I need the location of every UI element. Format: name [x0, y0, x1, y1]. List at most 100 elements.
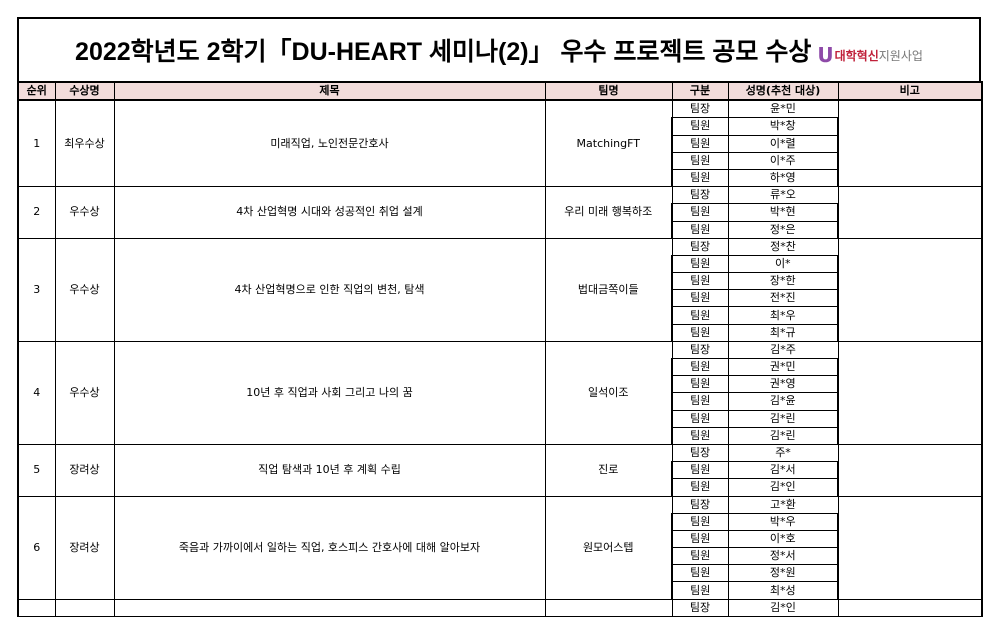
role-cell[interactable]: 팀원 [671, 134, 729, 153]
role-cell[interactable]: 팀원 [671, 203, 729, 222]
member-name-cell[interactable]: 김*인 [727, 478, 839, 497]
role-cell[interactable]: 팀원 [671, 512, 729, 531]
table-row: 팀원 최*성 [18, 581, 982, 600]
role-cell[interactable]: 팀원 [671, 426, 729, 445]
member-name-cell[interactable]: 고*환 [727, 495, 839, 514]
award-cell[interactable]: 우수상 [54, 340, 115, 445]
role-cell[interactable]: 팀원 [671, 581, 729, 600]
member-name-cell[interactable]: 이* [727, 254, 839, 274]
role-cell[interactable]: 팀원 [671, 529, 729, 549]
team-name-cell[interactable]: 법대금쪽이들 [544, 237, 673, 342]
project-title-cell[interactable]: 미래직업, 노인전문간호사 [113, 99, 546, 188]
role-cell[interactable]: 팀원 [671, 323, 729, 342]
rank-cell[interactable]: 5 [17, 443, 56, 497]
award-cell[interactable]: 우수상 [54, 237, 115, 342]
member-name-cell[interactable]: 박*현 [727, 203, 839, 222]
role-cell[interactable]: 팀원 [671, 547, 729, 566]
team-name-cell[interactable]: MatchingFT [544, 99, 673, 188]
project-title-cell[interactable] [113, 598, 546, 617]
member-name-cell[interactable]: 이*호 [727, 529, 839, 549]
member-name-cell[interactable]: 정*은 [727, 220, 839, 239]
note-cell[interactable] [837, 99, 983, 188]
table-row: 2 우수상 4차 산업혁명 시대와 성공적인 취업 설계 우리 미래 행복하조 팀장 류*… [17, 186, 983, 239]
table-row: 팀원 전*진 [18, 289, 982, 308]
member-name-cell[interactable]: 김*인 [727, 598, 839, 617]
award-cell[interactable] [54, 598, 115, 617]
member-name-cell[interactable]: 김*주 [727, 340, 839, 360]
role-cell[interactable]: 팀원 [671, 357, 729, 377]
award-cell[interactable]: 우수상 [54, 186, 115, 239]
rank-cell[interactable]: 6 [17, 495, 56, 600]
member-name-cell[interactable]: 정*찬 [727, 237, 839, 256]
project-title-cell[interactable]: 죽음과 가까이에서 일하는 직업, 호스피스 간호사에 대해 알아보자 [113, 495, 546, 600]
role-cell[interactable]: 팀원 [671, 478, 729, 497]
role-cell[interactable]: 팀장 [671, 598, 729, 617]
role-cell[interactable]: 팀원 [671, 409, 729, 428]
rank-cell[interactable]: 2 [17, 186, 56, 239]
note-cell[interactable] [837, 237, 983, 342]
note-cell[interactable] [837, 186, 983, 239]
project-title-cell[interactable]: 10년 후 직업과 사회 그리고 나의 꿈 [113, 340, 546, 445]
role-cell[interactable]: 팀장 [671, 186, 729, 205]
member-name-cell[interactable]: 김*윤 [727, 392, 839, 411]
member-name-cell[interactable]: 하*영 [727, 168, 839, 188]
member-name-cell[interactable]: 최*우 [727, 306, 839, 325]
member-name-cell[interactable]: 정*서 [727, 547, 839, 566]
team-name-cell[interactable] [544, 598, 673, 617]
award-cell[interactable]: 최우수상 [54, 99, 115, 188]
member-name-cell[interactable]: 박*우 [727, 512, 839, 531]
member-name-cell[interactable]: 김*서 [727, 461, 839, 480]
role-cell[interactable]: 팀원 [671, 168, 729, 188]
team-name-cell[interactable]: 일석이조 [544, 340, 673, 445]
rank-cell[interactable] [17, 598, 56, 617]
role-cell[interactable]: 팀원 [671, 254, 729, 274]
member-name-cell[interactable]: 박*창 [727, 117, 839, 136]
note-cell[interactable] [837, 495, 983, 600]
team-name-cell[interactable]: 우리 미래 행복하조 [544, 186, 673, 239]
role-cell[interactable]: 팀원 [671, 392, 729, 411]
award-table: 순위 수상명 제목 팀명 구분 성명(추천 대상) 비고 1 최우수상 미래직업, 노인전문간호… [17, 80, 983, 617]
project-title-cell[interactable]: 직업 탐색과 10년 후 계획 수립 [113, 443, 546, 497]
project-title-cell[interactable]: 4차 산업혁명 시대와 성공적인 취업 설계 [113, 186, 546, 239]
role-cell[interactable]: 팀장 [671, 340, 729, 360]
role-cell[interactable]: 팀원 [671, 272, 729, 291]
role-cell[interactable]: 팀원 [671, 375, 729, 394]
member-name-cell[interactable]: 장*한 [727, 272, 839, 291]
rank-cell[interactable]: 3 [17, 237, 56, 342]
role-cell[interactable]: 팀장 [671, 443, 729, 463]
role-cell[interactable]: 팀장 [671, 99, 729, 119]
member-name-cell[interactable]: 최*성 [727, 581, 839, 600]
role-cell[interactable]: 팀원 [671, 564, 729, 583]
note-cell[interactable] [837, 598, 983, 617]
award-cell[interactable]: 장려상 [54, 495, 115, 600]
member-name-cell[interactable]: 전*진 [727, 289, 839, 308]
member-name-cell[interactable]: 주* [727, 443, 839, 463]
team-name-cell[interactable]: 원모어스텝 [544, 495, 673, 600]
member-name-cell[interactable]: 이*렬 [727, 134, 839, 153]
note-cell[interactable] [837, 443, 983, 497]
role-cell[interactable]: 팀원 [671, 117, 729, 136]
member-name-cell[interactable]: 김*린 [727, 409, 839, 428]
member-name-cell[interactable]: 류*오 [727, 186, 839, 205]
rank-cell[interactable]: 1 [17, 99, 56, 188]
role-cell[interactable]: 팀장 [671, 495, 729, 514]
member-name-cell[interactable]: 권*민 [727, 357, 839, 377]
project-title-cell[interactable]: 4차 산업혁명으로 인한 직업의 변천, 탐색 [113, 237, 546, 342]
role-cell[interactable]: 팀원 [671, 306, 729, 325]
award-cell[interactable]: 장려상 [54, 443, 115, 497]
role-cell[interactable]: 팀장 [671, 237, 729, 256]
member-name-cell[interactable]: 이*주 [727, 151, 839, 170]
note-cell[interactable] [837, 340, 983, 445]
member-name-cell[interactable]: 권*영 [727, 375, 839, 394]
member-name-cell[interactable]: 정*원 [727, 564, 839, 583]
role-cell[interactable]: 팀원 [671, 220, 729, 239]
member-name-cell[interactable]: 윤*민 [727, 99, 839, 119]
role-cell[interactable]: 팀원 [671, 461, 729, 480]
role-cell[interactable]: 팀원 [671, 151, 729, 170]
member-name-cell[interactable]: 최*규 [727, 323, 839, 342]
member-name-cell[interactable]: 김*린 [727, 426, 839, 445]
team-name-cell[interactable]: 진로 [544, 443, 673, 497]
rank-cell[interactable]: 4 [17, 340, 56, 445]
role-cell[interactable]: 팀원 [671, 289, 729, 308]
table-row: 5 장려상 직업 탐색과 10년 후 계획 수립 진로 팀장 주* [17, 443, 983, 497]
